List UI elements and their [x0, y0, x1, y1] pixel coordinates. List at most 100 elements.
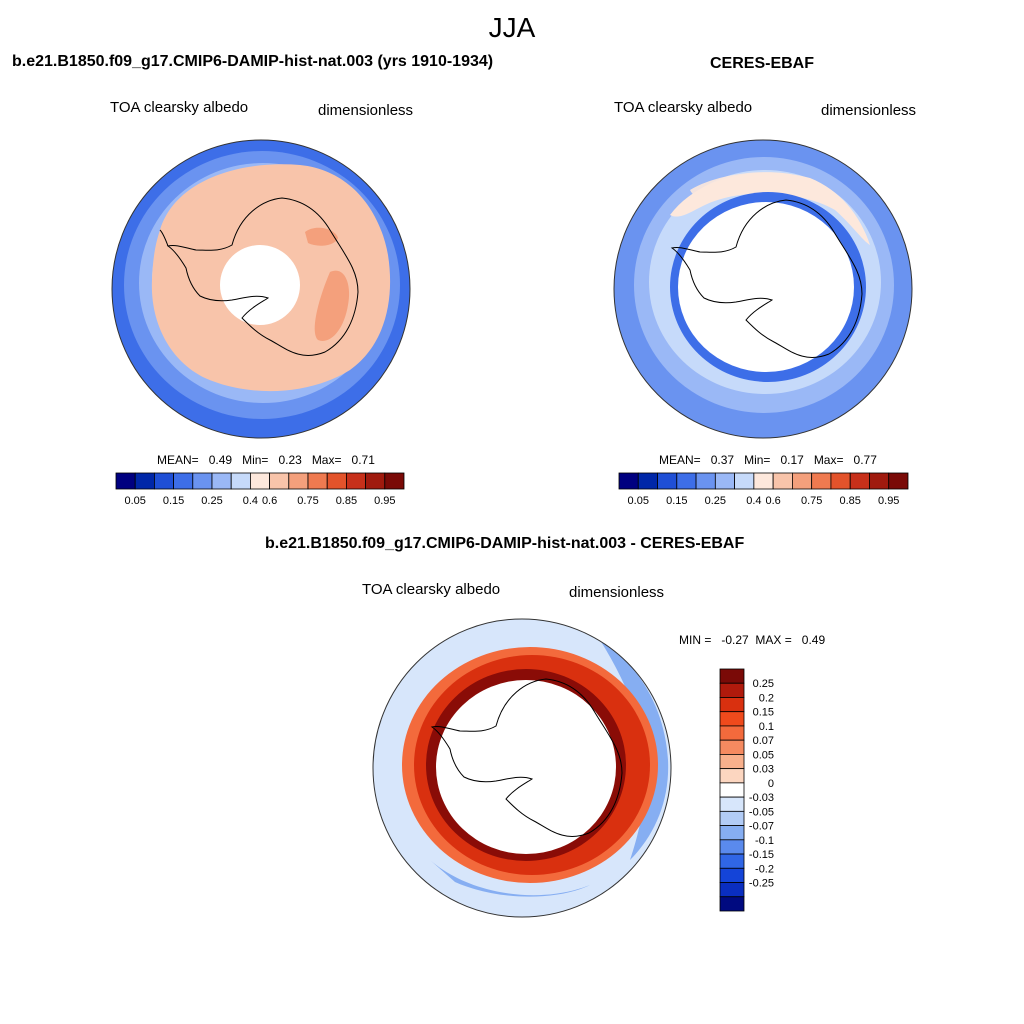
panel1-colorbar-tick-label: 0.95 — [374, 495, 395, 507]
panel1-colorbar-swatch — [249, 472, 270, 490]
panel2-colorbar-swatch — [714, 472, 735, 490]
panel3-colorbar-swatch — [719, 668, 745, 684]
panel2-colorbar-tick-label: 0.25 — [705, 495, 726, 507]
panel2-map-border — [613, 139, 913, 439]
panel3-colorbar-swatch — [719, 697, 745, 713]
panel1-ice-high-east — [314, 270, 350, 341]
panel3-map-border — [372, 618, 672, 918]
panel3-min-label: MIN = — [679, 633, 712, 647]
panel2-warm-band2 — [690, 172, 800, 197]
panel1-colorbar-tick-label: 0.4 — [243, 495, 258, 507]
panel1-colorbar-swatch — [345, 472, 366, 490]
panel1-colorbar-tick-label: 0.75 — [297, 495, 318, 507]
panel3-polar-interior — [436, 680, 616, 854]
panel3-colorbar-swatch — [719, 867, 745, 883]
panel2-colorbar: 0.05 0.15 0.25 0.4 0.6 0.75 0.85 0.95 — [618, 472, 909, 507]
panel2-mean-value: 0.37 — [710, 453, 735, 467]
panel3-colorbar-tick-label: -0.15 — [749, 849, 774, 861]
panel2-colorbar-swatch — [869, 472, 890, 490]
panel2-title: CERES-EBAF — [710, 55, 815, 72]
panel1-colorbar-swatch — [307, 472, 328, 490]
panel1-colorbar-swatch — [153, 472, 174, 490]
panel1-colorbar-swatch — [326, 472, 347, 490]
panel3-colorbar-tick-label: -0.07 — [749, 821, 774, 833]
panel1-map — [112, 140, 410, 438]
panel3-colorbar-swatch — [719, 782, 745, 798]
panel2-colorbar-tick-label: 0.6 — [765, 495, 780, 507]
panel2-colorbar-swatch — [811, 472, 832, 490]
panel2-colorbar-swatch — [772, 472, 793, 490]
panel1-colorbar-swatch — [269, 472, 290, 490]
figure-title: JJA — [488, 12, 536, 43]
panel2-colorbar-tick-label: 0.4 — [746, 495, 761, 507]
panel3-max-value: 0.49 — [801, 633, 826, 647]
panel1-min-label: Min= — [242, 453, 269, 467]
panel3-colorbar-tick-label: -0.25 — [749, 878, 774, 890]
panel3-colorbar-swatch — [719, 682, 745, 698]
panel2-colorbar-swatch — [657, 472, 678, 490]
panel1-colorbar-tick-label: 0.25 — [201, 495, 222, 507]
panel3-colorbar-swatch — [719, 896, 745, 912]
panel2-min-label: Min= — [744, 453, 771, 467]
panel3-units-label: dimensionless — [569, 584, 665, 601]
panel2-min-value: 0.17 — [780, 453, 804, 467]
panel3-colorbar-swatch — [719, 825, 745, 841]
panel3-colorbar-tick-label: 0.1 — [759, 721, 774, 733]
panel1-peninsula — [159, 229, 169, 247]
panel1-colorbar-swatch — [134, 472, 155, 490]
panel3-colorbar-swatch — [719, 725, 745, 741]
panel1-stats: MEAN= 0.49 Min= 0.23 Max= 0.71 — [157, 453, 375, 467]
panel2-colorbar-swatch — [676, 472, 697, 490]
panel3-colorbar-tick-label: 0.05 — [753, 749, 774, 761]
panel1-colorbar-swatch — [211, 472, 232, 490]
panel3-colorbar-tick-label: 0.2 — [759, 692, 774, 704]
panel2-colorbar-tick-label: 0.05 — [628, 495, 649, 507]
panel1-colorbar-swatch — [384, 472, 405, 490]
panel2-max-value: 0.77 — [853, 453, 877, 467]
panel2-variable-label: TOA clearsky albedo — [614, 99, 753, 116]
panel2-mean-label: MEAN= — [659, 453, 701, 467]
panel1-colorbar-swatch — [173, 472, 194, 490]
panel3-colorbar-tick-label: -0.03 — [749, 792, 774, 804]
panel3-colorbar-swatch — [719, 810, 745, 826]
panel2-polar-interior — [678, 202, 854, 372]
panel3-colorbar-swatch — [719, 739, 745, 755]
panel2-colorbar-swatch — [888, 472, 909, 490]
panel1-colorbar-swatch — [230, 472, 251, 490]
panel1-colorbar: 0.05 0.15 0.25 0.4 0.6 0.75 0.85 0.95 — [115, 472, 405, 507]
panel3-colorbar-swatch — [719, 754, 745, 770]
panel2-colorbar-swatch — [734, 472, 755, 490]
panel1-title: b.e21.B1850.f09_g17.CMIP6-DAMIP-hist-nat… — [12, 53, 494, 70]
panel1-max-value: 0.71 — [351, 453, 375, 467]
panel1-min-value: 0.23 — [278, 453, 302, 467]
panel1-mean-value: 0.49 — [208, 453, 233, 467]
panel2-colorbar-tick-label: 0.15 — [666, 495, 687, 507]
panel3-coastline — [430, 678, 623, 837]
panel1-colorbar-swatch — [192, 472, 213, 490]
panel2-colorbar-swatch — [830, 472, 851, 490]
panel3-colorbar-tick-label: -0.05 — [749, 806, 774, 818]
panel3-colorbar-swatch — [719, 882, 745, 898]
panel2-colorbar-tick-label: 0.85 — [839, 495, 860, 507]
panel3-colorbar-swatch — [719, 796, 745, 812]
panel1-ice-high-north — [305, 227, 338, 246]
panel2-max-label: Max= — [813, 453, 844, 467]
panel1-coastline — [166, 197, 359, 356]
panel2-colorbar-swatch — [753, 472, 774, 490]
panel3-min-value: -0.27 — [721, 633, 749, 647]
panel2-colorbar-swatch — [618, 472, 639, 490]
panel3-colorbar-swatch — [719, 768, 745, 784]
panel1-mean-label: MEAN= — [157, 453, 199, 467]
panel2-colorbar-swatch — [637, 472, 658, 490]
panel1-colorbar-swatch — [115, 472, 136, 490]
panel1-map-border — [111, 139, 411, 439]
panel1-variable-label: TOA clearsky albedo — [110, 99, 249, 116]
panel3-colorbar-swatch — [719, 711, 745, 727]
panel1-units-label: dimensionless — [318, 102, 414, 119]
panel2-units-label: dimensionless — [821, 102, 917, 119]
panel1-polar-hole — [220, 245, 300, 325]
panel1-colorbar-tick-label: 0.05 — [124, 495, 145, 507]
panel2-coastline — [670, 199, 863, 358]
panel3-map — [373, 619, 671, 917]
